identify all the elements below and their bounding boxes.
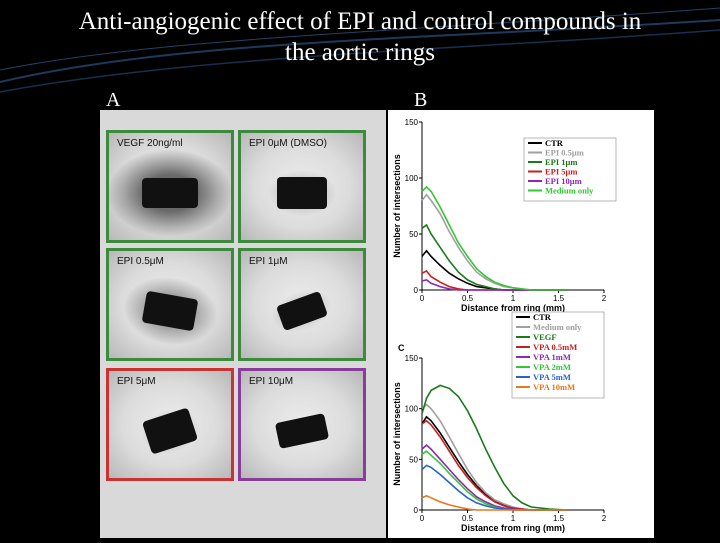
y-tick-label: 150 xyxy=(405,118,419,127)
y-tick-label: 100 xyxy=(405,405,419,414)
legend-entry: Medium only xyxy=(533,322,582,332)
panel-label-a: A xyxy=(106,89,121,111)
slide-title-line1: Anti-angiogenic effect of EPI and contro… xyxy=(78,8,642,35)
x-tick-label: 1 xyxy=(511,514,516,523)
well-5: EPI 5μM xyxy=(106,368,234,481)
legend-entry: CTR xyxy=(545,138,564,148)
well-label: EPI 0.5μM xyxy=(117,256,164,267)
legend-entry: EPI 1μm xyxy=(545,157,577,167)
y-tick-label: 100 xyxy=(405,174,419,183)
x-tick-label: 2 xyxy=(602,294,607,303)
well-label: VEGF 20ng/ml xyxy=(117,138,183,149)
x-axis-label: Distance from ring (mm) xyxy=(461,303,565,313)
legend-entry: Medium only xyxy=(545,186,594,196)
x-tick-label: 0.5 xyxy=(462,294,474,303)
y-tick-label: 0 xyxy=(414,286,419,295)
x-tick-label: 0 xyxy=(420,294,425,303)
series-line-6 xyxy=(421,185,568,291)
well-1: VEGF 20ng/ml xyxy=(106,130,234,243)
background-swoosh xyxy=(0,7,720,93)
series-line-2 xyxy=(421,403,568,511)
well-label: EPI 10μM xyxy=(249,376,294,387)
well-label: EPI 0μM (DMSO) xyxy=(249,138,327,149)
x-tick-label: 1.5 xyxy=(553,294,565,303)
y-axis-label: Number of intersections xyxy=(392,154,402,258)
x-axis-label: Distance from ring (mm) xyxy=(461,523,565,533)
legend-entry: VPA 0.5mM xyxy=(533,342,577,352)
well-label: EPI 5μM xyxy=(117,376,156,387)
aortic-ring xyxy=(277,177,327,209)
slide-title: Anti-angiogenic effect of EPI and contro… xyxy=(0,6,720,68)
x-tick-label: 0 xyxy=(420,514,425,523)
legend-entry: EPI 0.5μm xyxy=(545,148,584,158)
y-tick-label: 50 xyxy=(409,230,418,239)
well-6: EPI 10μM xyxy=(238,368,366,481)
series-line-2 xyxy=(421,193,568,291)
slide-title-line2: the aortic rings xyxy=(285,39,435,66)
well-4: EPI 1μM xyxy=(238,248,366,361)
x-tick-label: 0.5 xyxy=(462,514,474,523)
panel-label-b: B xyxy=(414,89,428,111)
series-line-4 xyxy=(421,419,568,511)
aortic-ring xyxy=(142,178,198,208)
legend-entry: VPA 1mM xyxy=(533,352,571,362)
aortic-ring-photo-grid: VEGF 20ng/ml EPI 0μM (DMSO) EPI 0.5μM EPI 1… xyxy=(100,110,386,538)
well-2: EPI 0μM (DMSO) xyxy=(238,130,366,243)
x-tick-label: 2 xyxy=(602,514,607,523)
series-line-3 xyxy=(421,384,568,511)
chart-2: 0 50 100 150 0 0.5 1 1.5 2 Distance from ring (mm… xyxy=(392,311,607,533)
chart-1: 0 50 100 150 0 0.5 1 1.5 2 Distance from ring (mm… xyxy=(392,118,617,313)
y-tick-label: 50 xyxy=(409,455,418,464)
panel-label-c: C xyxy=(398,343,405,353)
legend-entry: VPA 10mM xyxy=(533,382,575,392)
x-tick-label: 1.5 xyxy=(553,514,565,523)
y-axis-label: Number of intersections xyxy=(392,382,402,486)
legend-entry: VEGF xyxy=(533,332,557,342)
well-label: EPI 1μM xyxy=(249,256,288,267)
legend-entry: VPA 5mM xyxy=(533,372,571,382)
legend-entry: EPI 10μm xyxy=(545,176,582,186)
y-tick-label: 0 xyxy=(414,506,419,515)
legend-entry: VPA 2mM xyxy=(533,362,571,372)
aortic-ring xyxy=(141,407,199,455)
series-line-3 xyxy=(421,223,568,291)
series-line-8 xyxy=(421,494,568,511)
chart-area: 0 50 100 150 0 0.5 1 1.5 2 Distance from ring (mm… xyxy=(388,110,654,538)
x-tick-label: 1 xyxy=(511,294,516,303)
legend-entry: EPI 5μm xyxy=(545,167,577,177)
y-tick-label: 150 xyxy=(405,354,419,363)
well-3: EPI 0.5μM xyxy=(106,248,234,361)
aortic-ring xyxy=(274,413,330,449)
legend-entry: CTR xyxy=(533,312,552,322)
